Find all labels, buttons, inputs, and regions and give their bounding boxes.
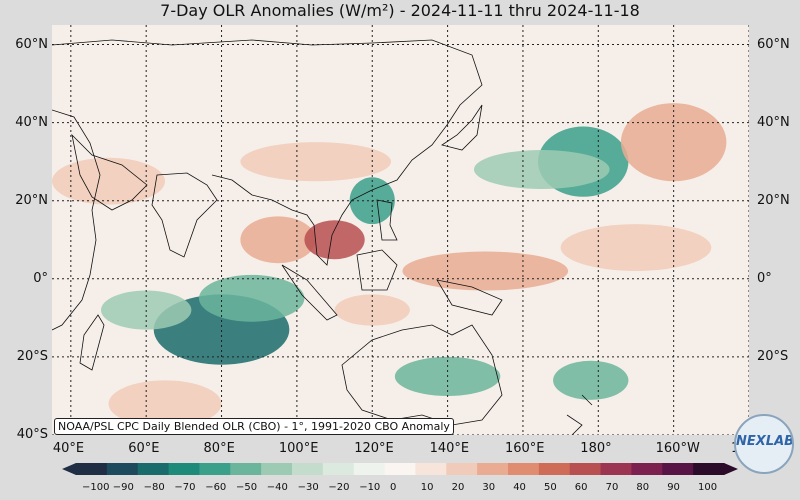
coastline-philippines [376, 199, 398, 241]
colorbar-tick-label: −60 [205, 482, 227, 493]
lon-label: 140°E [429, 441, 470, 456]
colorbar-segment [353, 463, 386, 475]
colorbar-tick-label: −70 [174, 482, 196, 493]
colorbar-segment [261, 463, 293, 475]
anomaly-blob [402, 251, 569, 291]
anomaly-blob [108, 380, 222, 428]
lon-label: 120°E [354, 441, 394, 456]
colorbar-tick-label: −90 [112, 482, 134, 493]
colorbar-segment [569, 463, 602, 475]
coastline-borneo [356, 249, 398, 291]
colorbar-segment [662, 463, 694, 475]
lat-label-left: 20°S [16, 348, 48, 364]
lat-label-right: 20°N [757, 192, 790, 208]
lat-label-right: 0° [757, 270, 772, 286]
colorbar-segment [292, 463, 324, 475]
anomaly-blob [240, 142, 392, 182]
credit-box: NOAA/PSL CPC Daily Blended OLR (CBO) - 1… [54, 418, 454, 435]
coastline-newguinea [436, 279, 503, 316]
colorbar-tick-label: −50 [236, 482, 258, 493]
graticule [52, 25, 749, 435]
colorbar-tick-label: −30 [297, 482, 319, 493]
coastline-japan [441, 104, 483, 151]
anomaly-blob [52, 157, 166, 205]
map-area [52, 25, 749, 435]
colorbar-tick-label: −20 [328, 482, 350, 493]
colorbar-min-arrow [62, 463, 76, 475]
lon-label: 160°W [655, 441, 700, 456]
colorbar-segment [168, 463, 200, 475]
colorbar-segment [600, 463, 632, 475]
colorbar-tick-label: 100 [698, 482, 718, 493]
lat-label-left: 60°N [15, 36, 48, 52]
colorbar-segment [415, 463, 447, 475]
map-title: 7-Day OLR Anomalies (W/m²) - 2024-11-11 … [160, 1, 640, 20]
colorbar-tick-label: 0 [390, 482, 397, 493]
colorbar-segment [384, 463, 416, 475]
colorbar-segment [631, 463, 663, 475]
lat-label-right: 40°N [757, 114, 790, 130]
colorbar-segment [477, 463, 509, 475]
lat-label-left: 20°N [15, 192, 48, 208]
anomaly-field [52, 103, 727, 428]
lat-label-left: 0° [33, 270, 48, 286]
colorbar-tick-label: 50 [544, 482, 557, 493]
nexlab-logo: NEXLAB [734, 414, 794, 474]
colorbar-segment [199, 463, 231, 475]
colorbar-tick-label: 70 [605, 482, 619, 493]
lon-label: 60°E [128, 441, 160, 456]
colorbar-segment [538, 463, 571, 475]
colorbar-tick-label: 40 [513, 482, 526, 493]
colorbar-tick-label: −40 [266, 482, 288, 493]
colorbar-segment [137, 463, 170, 475]
colorbar-segment [76, 463, 108, 475]
lon-label: 40°E [52, 441, 85, 456]
anomaly-blob [198, 274, 305, 322]
coastline-sumatra [281, 264, 338, 321]
lon-label: 100°E [278, 441, 319, 456]
colorbar [62, 463, 738, 475]
anomaly-blob [560, 224, 712, 271]
anomaly-blob [553, 360, 629, 400]
lat-label-left: 40°N [15, 114, 48, 130]
anomaly-blob [304, 220, 365, 260]
colorbar-tick-label: 20 [451, 482, 465, 493]
lat-label-left: 40°S [16, 427, 48, 442]
lon-label: 180° [580, 441, 612, 456]
colorbar-segment [230, 463, 262, 475]
colorbar-segment [322, 463, 355, 475]
lat-label-right: 60°N [757, 36, 790, 52]
anomaly-blob [473, 149, 610, 189]
coastline-india [151, 172, 218, 258]
colorbar-tick-label: −100 [82, 482, 110, 493]
colorbar-segment [693, 463, 725, 475]
colorbar-tick-label: −80 [143, 482, 165, 493]
colorbar-segment [106, 463, 139, 475]
lat-label-right: 20°S [757, 348, 789, 364]
coastline-australia [341, 324, 503, 426]
colorbar-segment [446, 463, 478, 475]
lon-label: 80°E [203, 441, 235, 456]
colorbar-tick-label: 30 [482, 482, 496, 493]
logo-text: NEXLAB [736, 434, 794, 449]
lon-label: 160°E [504, 441, 545, 456]
colorbar-tick-label: −10 [359, 482, 381, 493]
coastline-arabia [71, 133, 148, 211]
colorbar-tick-label: 90 [667, 482, 680, 493]
colorbar-segment [508, 463, 540, 475]
coastline-madagascar [79, 314, 105, 371]
coastline-newzealand [566, 394, 593, 435]
coastline-africa [52, 109, 101, 331]
colorbar-tick-label: 10 [420, 482, 434, 493]
anomaly-blob [620, 103, 727, 182]
olr-map [52, 25, 749, 435]
colorbar-max-arrow [724, 463, 738, 475]
colorbar-tick-label: 60 [574, 482, 588, 493]
colorbar-tick-label: 80 [636, 482, 650, 493]
